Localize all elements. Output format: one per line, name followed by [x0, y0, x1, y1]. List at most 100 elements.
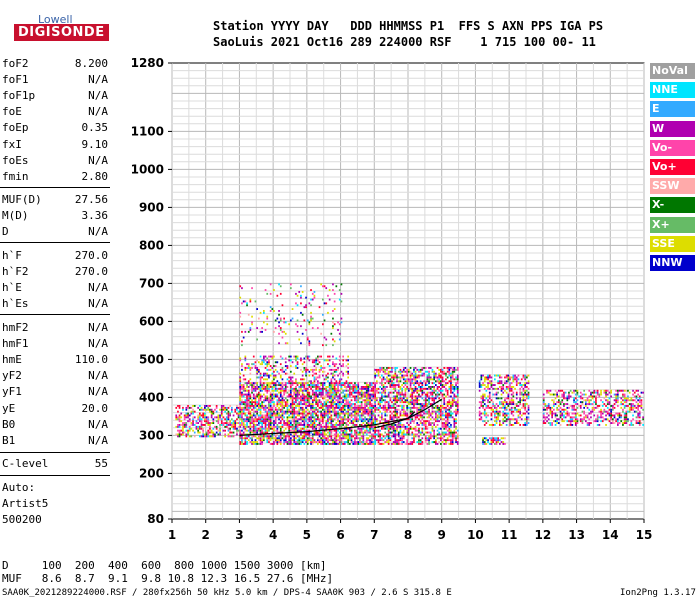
- echo-point: [455, 403, 457, 405]
- echo-point: [374, 368, 376, 371]
- echo-point: [438, 427, 440, 430]
- echo-point: [526, 395, 528, 398]
- echo-point: [199, 420, 201, 423]
- echo-point: [268, 382, 270, 385]
- echo-point: [182, 422, 184, 424]
- echo-point: [249, 437, 252, 440]
- echo-point: [446, 393, 449, 396]
- echo-point: [549, 406, 552, 409]
- echo-point: [252, 382, 255, 385]
- echo-point: [318, 382, 321, 385]
- echo-point: [391, 435, 393, 438]
- echo-point: [333, 401, 336, 404]
- echo-point: [239, 410, 242, 413]
- echo-point: [357, 401, 360, 404]
- echo-point: [256, 372, 258, 375]
- param-label: foEp: [2, 121, 29, 135]
- echo-point: [404, 427, 407, 430]
- echo-point: [234, 408, 237, 411]
- echo-point: [293, 408, 296, 411]
- echo-point: [391, 382, 393, 385]
- echo-point: [492, 401, 494, 404]
- echo-point: [251, 435, 253, 438]
- echo-point: [290, 433, 292, 436]
- echo-point: [522, 412, 525, 415]
- echo-point: [542, 397, 545, 400]
- echo-point: [349, 412, 351, 415]
- echo-point: [436, 443, 439, 445]
- echo-point: [298, 405, 301, 407]
- echo-point: [359, 406, 361, 409]
- param-value: N/A: [88, 281, 108, 295]
- echo-point: [313, 294, 316, 297]
- echo-point: [222, 424, 225, 426]
- echo-point: [418, 406, 420, 409]
- echo-point: [256, 403, 258, 405]
- echo-point: [269, 401, 272, 404]
- echo-point: [585, 416, 587, 419]
- echo-point: [231, 418, 233, 421]
- echo-point: [431, 435, 434, 438]
- echo-point: [401, 397, 403, 400]
- echo-point: [283, 405, 285, 407]
- echo-point: [252, 441, 255, 443]
- echo-point: [283, 441, 285, 443]
- echo-point: [576, 391, 579, 394]
- echo-point: [402, 433, 405, 436]
- echo-point: [443, 384, 446, 386]
- echo-point: [517, 408, 520, 411]
- echo-point: [322, 397, 324, 400]
- echo-point: [456, 412, 459, 415]
- echo-point: [350, 433, 353, 436]
- echo-point: [306, 384, 309, 386]
- echo-point: [522, 389, 525, 392]
- param-value: 8.200: [74, 57, 108, 70]
- echo-point: [502, 443, 505, 445]
- echo-point: [311, 389, 314, 392]
- echo-point: [357, 406, 360, 409]
- echo-point: [327, 418, 329, 421]
- param-label: hmF1: [2, 337, 29, 351]
- echo-point: [278, 310, 280, 312]
- echo-point: [372, 435, 375, 438]
- echo-point: [320, 427, 322, 430]
- echo-point: [320, 387, 322, 390]
- echo-point: [251, 422, 253, 424]
- echo-point: [317, 437, 319, 440]
- echo-point: [421, 422, 424, 424]
- echo-point: [433, 441, 435, 443]
- echo-point: [281, 330, 284, 333]
- echo-point: [585, 403, 587, 405]
- echo-point: [450, 424, 452, 426]
- echo-point: [394, 424, 397, 426]
- echo-point: [183, 422, 186, 424]
- echo-point: [227, 422, 230, 424]
- echo-point: [254, 405, 257, 407]
- echo-point: [332, 425, 334, 428]
- echo-point: [431, 368, 434, 371]
- echo-point: [588, 399, 591, 402]
- echo-point: [502, 387, 505, 390]
- echo-point: [350, 427, 353, 430]
- echo-point: [551, 424, 553, 426]
- echo-point: [327, 393, 329, 396]
- echo-point: [431, 412, 434, 415]
- echo-point: [266, 292, 269, 295]
- echo-point: [553, 408, 555, 411]
- echo-point: [365, 431, 368, 434]
- echo-point: [229, 427, 231, 430]
- echo-point: [591, 391, 594, 394]
- echo-point: [364, 441, 366, 443]
- echo-point: [402, 393, 405, 396]
- echo-point: [377, 408, 380, 411]
- echo-point: [281, 410, 284, 413]
- echo-point: [526, 376, 528, 379]
- echo-point: [568, 414, 570, 417]
- echo-point: [296, 422, 299, 424]
- echo-point: [337, 433, 339, 436]
- echo-point: [268, 384, 270, 386]
- echo-point: [251, 399, 253, 402]
- echo-point: [483, 443, 486, 445]
- echo-point: [357, 384, 360, 386]
